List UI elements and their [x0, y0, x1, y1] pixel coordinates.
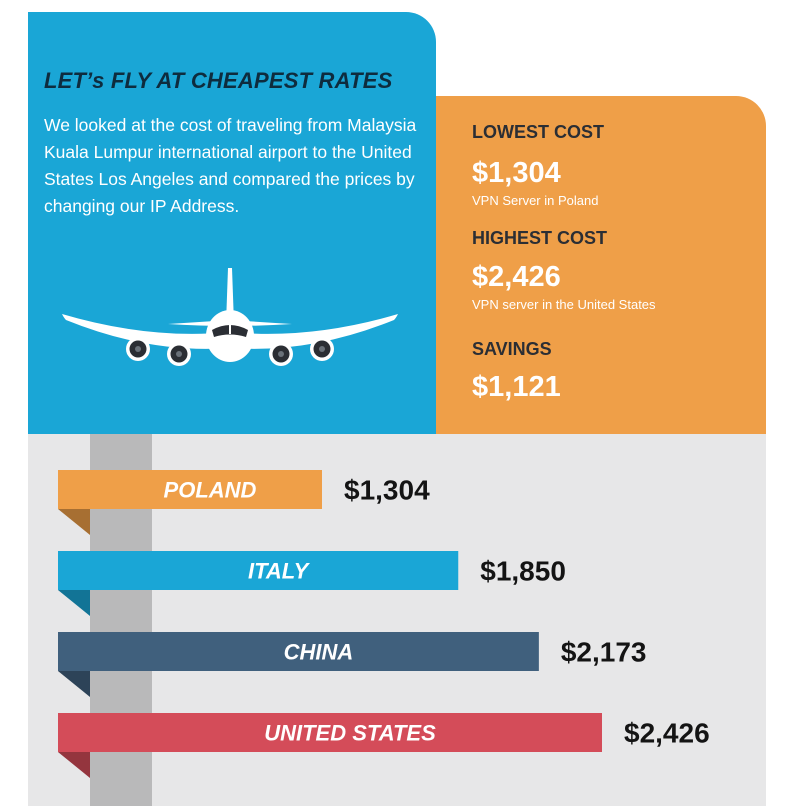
- bar-label-united-states: UNITED STATES: [264, 721, 436, 746]
- bar-italy: [58, 551, 459, 590]
- bar-fold-china: [58, 671, 90, 697]
- highest-cost-value: $2,426: [472, 261, 561, 293]
- highest-cost-label: HIGHEST COST: [472, 228, 608, 248]
- bar-fold-united-states: [58, 752, 90, 778]
- bar-fold-poland: [58, 509, 90, 535]
- airplane-icon: [62, 268, 398, 366]
- headline: LET’s FLY AT CHEAPEST RATES: [44, 68, 393, 93]
- intro-panel: [28, 12, 436, 434]
- bar-fold-italy: [58, 590, 90, 616]
- bar-value-italy: $1,850: [480, 556, 566, 587]
- bar-united-states: [58, 713, 602, 752]
- bar-label-poland: POLAND: [164, 478, 257, 503]
- bar-value-poland: $1,304: [344, 475, 430, 506]
- lowest-cost-value: $1,304: [472, 157, 561, 189]
- bar-value-china: $2,173: [561, 637, 647, 668]
- savings-value: $1,121: [472, 371, 561, 403]
- bar-value-united-states: $2,426: [624, 718, 710, 749]
- bar-china: [58, 632, 539, 671]
- savings-label: SAVINGS: [472, 339, 552, 359]
- lowest-cost-note: VPN Server in Poland: [472, 193, 599, 208]
- intro-text: We looked at the cost of traveling from …: [44, 115, 417, 216]
- bar-label-italy: ITALY: [248, 559, 311, 584]
- bar-poland: [58, 470, 322, 509]
- bar-label-china: CHINA: [284, 640, 354, 665]
- lowest-cost-label: LOWEST COST: [472, 122, 604, 142]
- summary-panel: [436, 96, 766, 434]
- highest-cost-note: VPN server in the United States: [472, 297, 656, 312]
